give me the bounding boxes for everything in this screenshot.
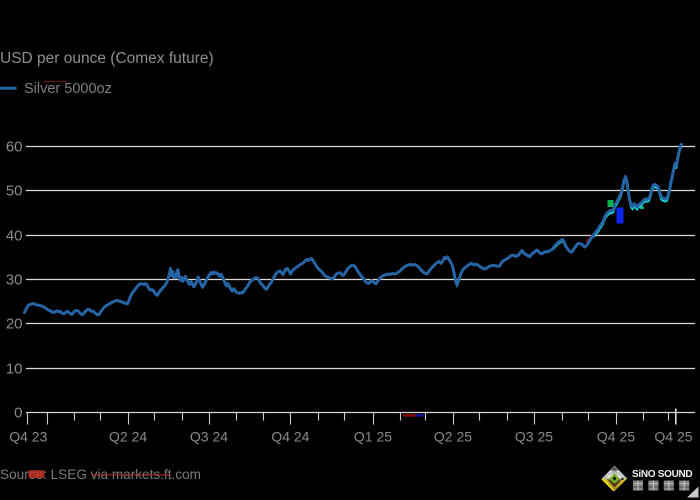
svg-text:Q2 25: Q2 25 xyxy=(434,429,472,445)
svg-text:Q4 25: Q4 25 xyxy=(654,429,692,445)
svg-text:0: 0 xyxy=(14,405,22,422)
svg-text:Q3 25: Q3 25 xyxy=(515,429,553,445)
svg-text:30: 30 xyxy=(6,272,23,289)
svg-text:Q4 24: Q4 24 xyxy=(271,429,309,445)
svg-text:Q3 24: Q3 24 xyxy=(190,429,228,445)
svg-text:Q4 23: Q4 23 xyxy=(9,429,47,445)
svg-text:40: 40 xyxy=(6,228,23,245)
svg-text:Q2 24: Q2 24 xyxy=(109,429,147,445)
svg-text:SiNO SOUND: SiNO SOUND xyxy=(632,469,692,480)
svg-text:Silver 5000oz: Silver 5000oz xyxy=(24,81,112,97)
svg-text:Q4 25: Q4 25 xyxy=(597,429,635,445)
svg-text:60: 60 xyxy=(6,139,23,156)
svg-text:20: 20 xyxy=(6,316,23,333)
svg-text:10: 10 xyxy=(6,361,23,378)
svg-text:Q1 25: Q1 25 xyxy=(354,429,392,445)
svg-text:50: 50 xyxy=(6,183,23,200)
svg-text:USD per ounce (Comex future): USD per ounce (Comex future) xyxy=(0,50,214,67)
